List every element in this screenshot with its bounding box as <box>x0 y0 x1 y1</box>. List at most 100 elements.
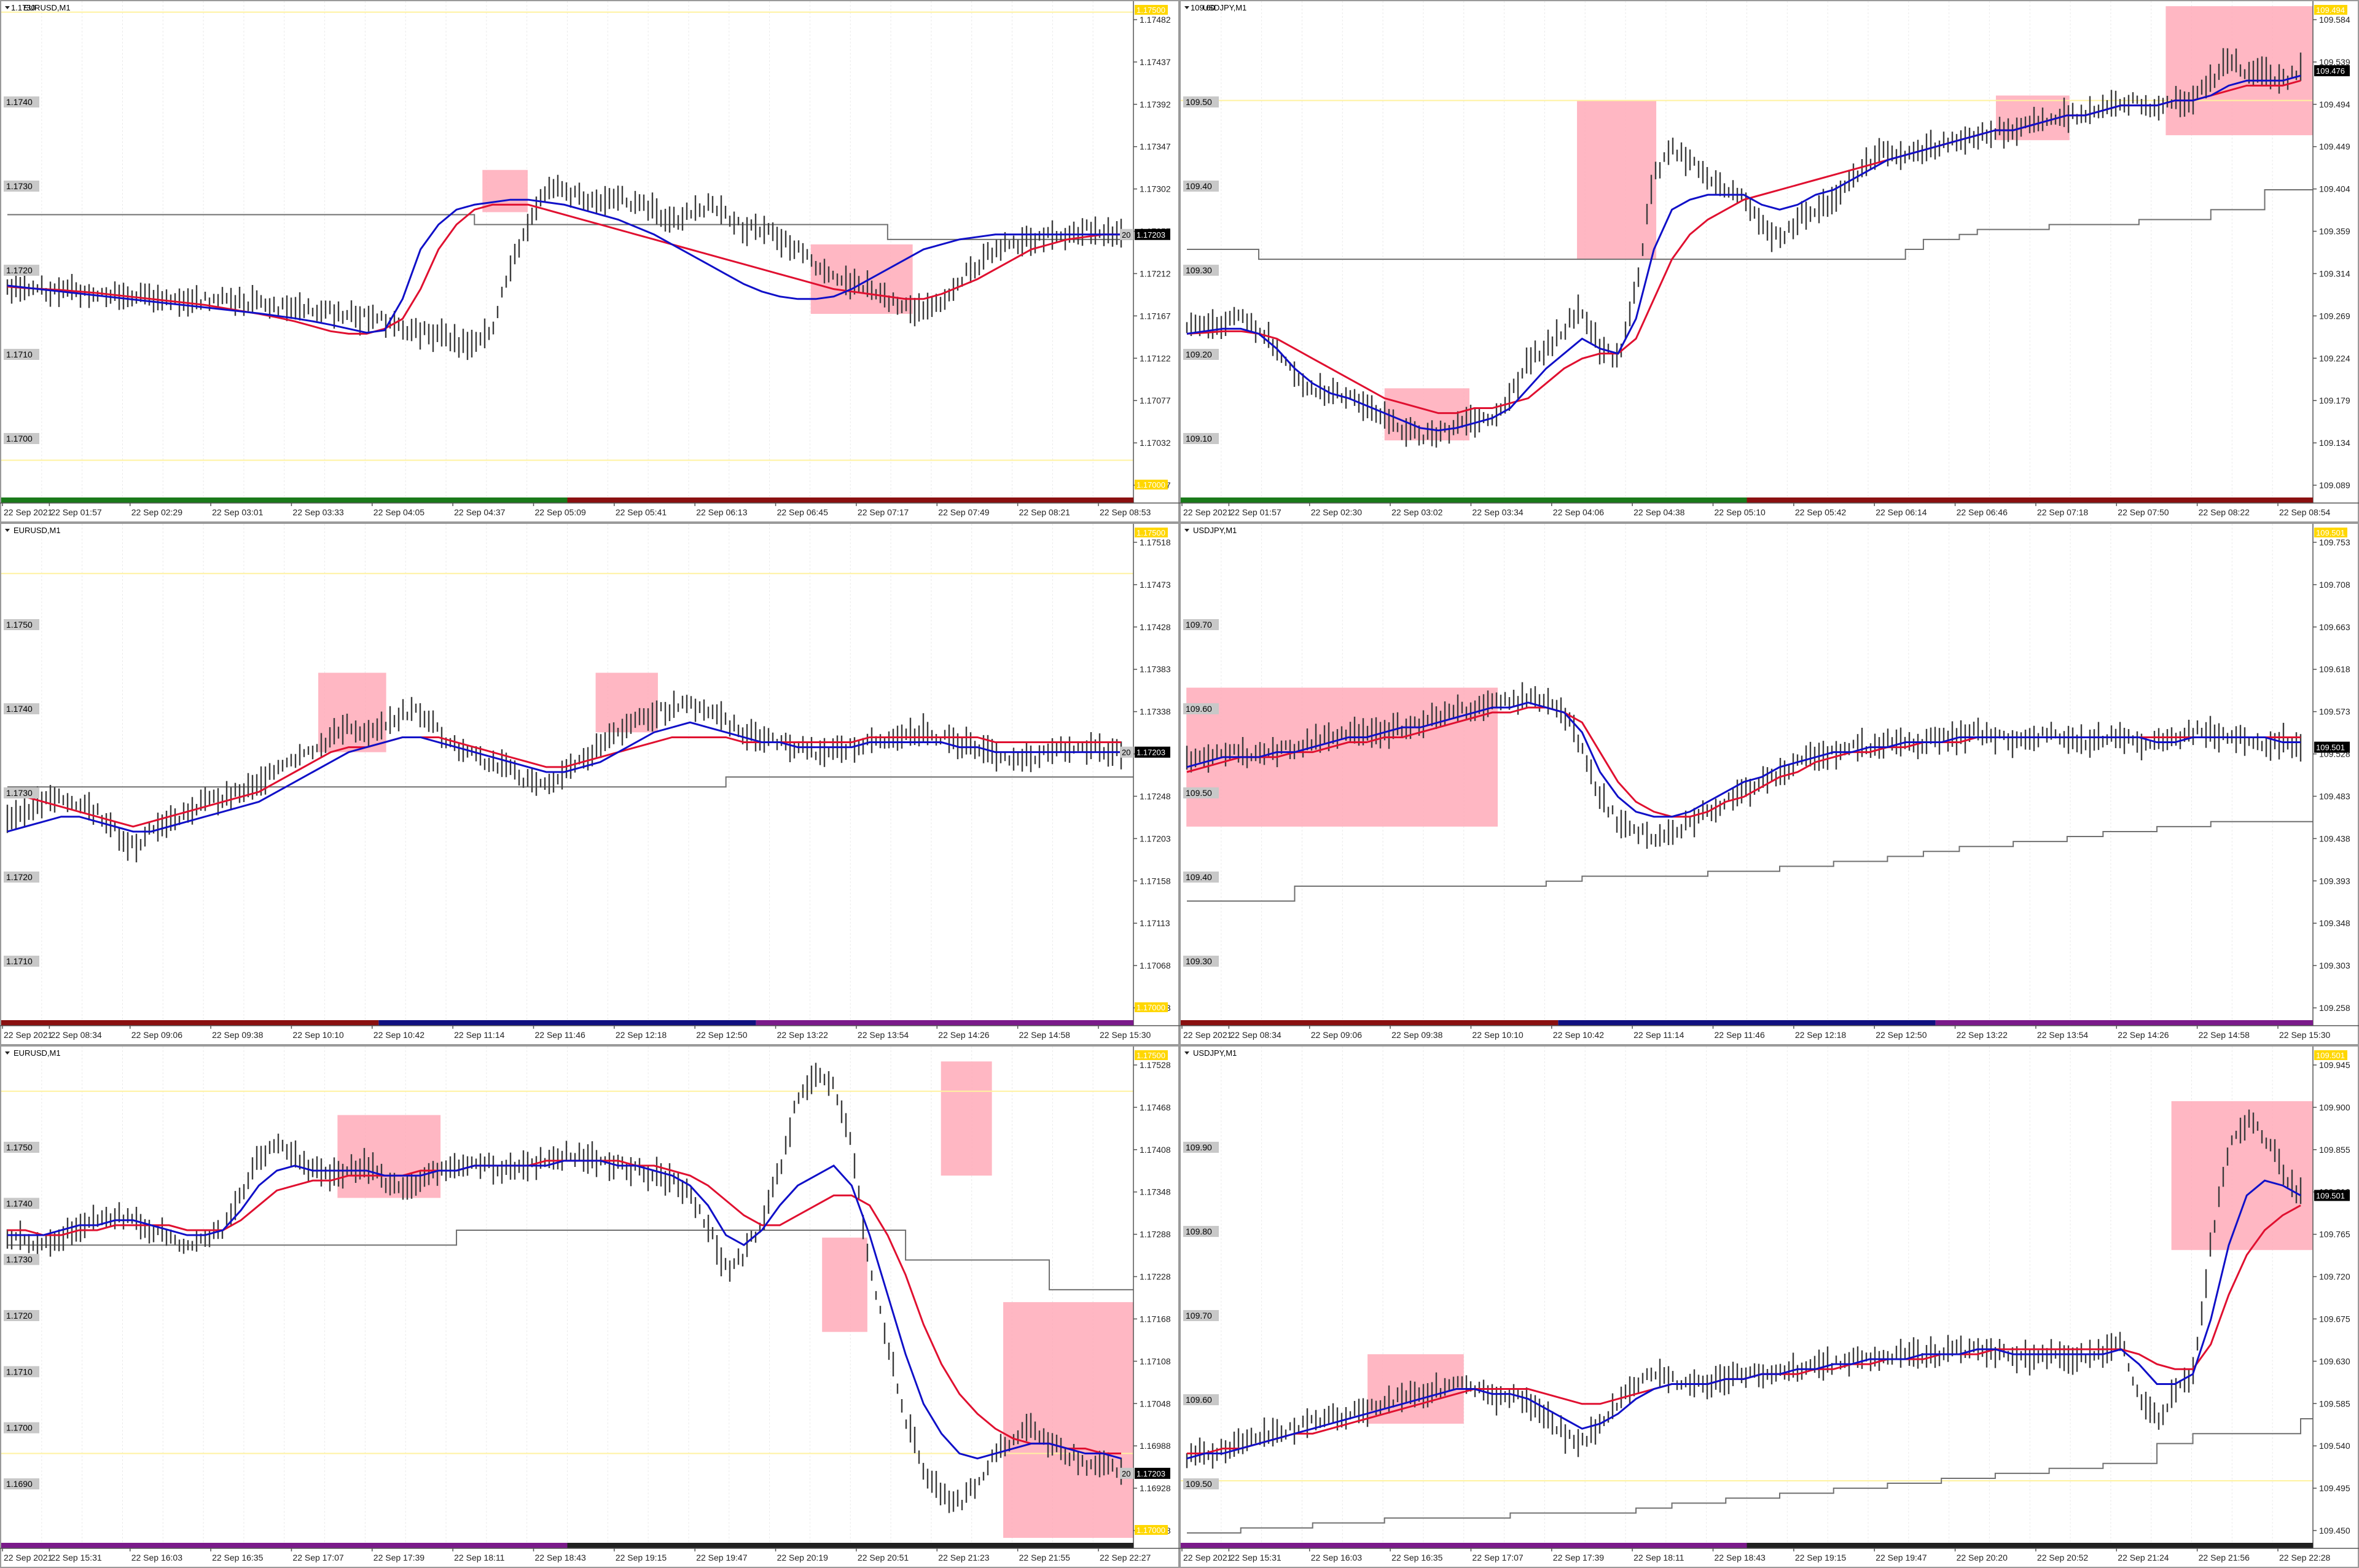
level-label: 109.80 <box>1186 1227 1212 1236</box>
dropdown-triangle-icon[interactable] <box>5 529 10 532</box>
dropdown-triangle-icon[interactable] <box>1184 1051 1189 1055</box>
level-label: 109.70 <box>1186 620 1212 630</box>
chart-panel-eurusd-3[interactable]: 1.17528 1.17468 1.17408 1.17348 1.17288 1.172… <box>0 1045 1180 1568</box>
price-tick-label: 1.17338 <box>1140 707 1171 717</box>
current-price-label: 109.476 <box>2316 66 2345 76</box>
ema-fast-line <box>7 198 1121 334</box>
time-tick-label: 22 Sep 04:06 <box>1553 507 1605 517</box>
session-bar <box>1181 1543 2313 1548</box>
price-axis[interactable]: 1.17482 1.17437 1.17392 1.17347 1.17302 1.172… <box>1133 1 1171 503</box>
price-axis[interactable]: 109.584 109.539 109.494 109.449 109.404 109.3… <box>2312 1 2350 503</box>
level-label-box <box>1183 96 1219 107</box>
level-label: 1.1690 <box>6 1479 33 1489</box>
level-tag-label: 109.501 <box>2316 528 2345 537</box>
current-price-prefix-box <box>1120 1467 1133 1479</box>
highlight-zone <box>1003 1302 1133 1538</box>
current-price-label: 1.17203 <box>1136 748 1165 757</box>
chart-panel-usdjpy-1[interactable]: 109.584 109.539 109.494 109.449 109.404 109.3… <box>1180 0 2359 523</box>
time-tick-label: 22 Sep 01:57 <box>1230 507 1281 517</box>
chart-title[interactable]: USDJPY,M1 <box>1184 526 1237 535</box>
ema-fast-line <box>7 1160 1122 1460</box>
price-tick-label: 109.224 <box>2319 353 2350 363</box>
session-segment <box>1935 1020 2313 1026</box>
current-price-prefix: 20 <box>1122 748 1130 757</box>
price-tick-label: 1.17113 <box>1140 918 1170 928</box>
price-tick-label: 1.17392 <box>1140 99 1171 109</box>
ema-fast-line <box>1186 1179 2301 1460</box>
level-label-box <box>1183 1142 1219 1153</box>
price-axis[interactable]: 109.753 109.708 109.663 109.618 109.573 109.5… <box>2312 524 2350 1026</box>
level-label: 1.1720 <box>6 1311 33 1320</box>
level-label-box <box>1183 181 1219 192</box>
dropdown-triangle-icon[interactable] <box>5 1051 10 1055</box>
panel-background <box>0 0 1180 523</box>
time-tick-label: 22 Sep 07:18 <box>2037 507 2089 517</box>
session-bar <box>1 1020 1133 1026</box>
time-tick-label: 22 Sep 11:46 <box>535 1030 585 1040</box>
price-axis[interactable]: 1.17528 1.17468 1.17408 1.17348 1.17288 1.172… <box>1133 1047 1171 1548</box>
level-label: 109.30 <box>1186 956 1212 966</box>
dropdown-triangle-icon[interactable] <box>5 6 10 9</box>
level-label: 109.10 <box>1186 434 1212 443</box>
chart-title[interactable]: EURUSD,M1 <box>5 526 61 535</box>
level-label: 1.1740 <box>6 1198 33 1208</box>
chart-title[interactable]: USDJPY,M1 <box>1184 1048 1237 1058</box>
time-tick-label: 22 Sep 11:46 <box>1715 1030 1765 1040</box>
symbol-timeframe: USDJPY,M1 <box>1193 526 1237 535</box>
chart-panel-eurusd-1[interactable]: 1.17482 1.17437 1.17392 1.17347 1.17302 1.172… <box>0 0 1180 523</box>
price-tick-label: 1.17048 <box>1140 1398 1171 1408</box>
session-segment <box>1747 497 2313 503</box>
price-axis[interactable]: 109.945109.900109.855109.810109.765109.7… <box>2312 1047 2350 1548</box>
time-tick-label: 22 Sep 20:52 <box>2037 1553 2089 1562</box>
level-label: 109.40 <box>1186 872 1212 882</box>
level-tag <box>1135 1002 1168 1012</box>
price-tick-label: 109.450 <box>2319 1526 2350 1535</box>
current-price-prefix-box <box>1120 228 1133 240</box>
time-tick-label: 22 Sep 12:50 <box>696 1030 748 1040</box>
current-price-tag <box>1135 228 1170 240</box>
level-label: 109.90 <box>1186 1142 1212 1152</box>
time-tick-label: 22 Sep 03:02 <box>1391 507 1443 517</box>
ema-slow-line <box>7 203 1121 335</box>
price-tick-label: 109.348 <box>2319 918 2350 928</box>
level-label: 1.1720 <box>6 872 33 882</box>
chart-panel-usdjpy-3[interactable]: 109.945109.900109.855109.810109.765109.7… <box>1180 1045 2359 1568</box>
panel-background <box>0 1045 1180 1568</box>
price-tick-label: 1.17248 <box>1140 791 1171 801</box>
price-tick-label: 109.314 <box>2319 268 2350 278</box>
grid <box>41 1 1093 497</box>
time-tick-label: 22 Sep 14:26 <box>938 1030 990 1040</box>
title-prefix: 109.60 <box>1191 3 1215 12</box>
level-tag-label: 1.17000 <box>1136 1003 1165 1012</box>
level-label: 1.1750 <box>6 1142 33 1152</box>
dropdown-triangle-icon[interactable] <box>1184 6 1189 9</box>
time-tick-label: 22 Sep 22:28 <box>2279 1553 2331 1562</box>
panel-border <box>1180 523 2359 1045</box>
dropdown-triangle-icon[interactable] <box>1184 529 1189 532</box>
level-label-box <box>4 1422 39 1433</box>
time-tick-label: 22 Sep 18:11 <box>1633 1553 1684 1562</box>
level-tag <box>1135 528 1168 537</box>
time-tick-label: 22 Sep 17:07 <box>1472 1553 1524 1562</box>
level-tag <box>2314 528 2347 537</box>
title-prefix: 1.1730 <box>11 3 36 12</box>
symbol-timeframe: USDJPY,M1 <box>1203 3 1246 12</box>
chart-title[interactable]: EURUSD,M1 <box>5 1048 61 1058</box>
time-tick-label: 22 Sep 10:42 <box>374 1030 425 1040</box>
time-tick-label: 22 Sep 15:30 <box>2279 1030 2331 1040</box>
chart-panel-eurusd-2[interactable]: 1.17518 1.17473 1.17428 1.17383 1.17338 1.172… <box>0 523 1180 1045</box>
highlight-zone <box>318 673 386 752</box>
level-tag <box>2314 1050 2347 1060</box>
price-axis[interactable]: 1.17518 1.17473 1.17428 1.17383 1.17338 1.172… <box>1133 524 1171 1026</box>
support-stair-line <box>1187 189 2313 260</box>
chart-panel-usdjpy-2[interactable]: 109.753 109.708 109.663 109.618 109.573 109.5… <box>1180 523 2359 1045</box>
level-label: 1.1730 <box>6 181 33 191</box>
